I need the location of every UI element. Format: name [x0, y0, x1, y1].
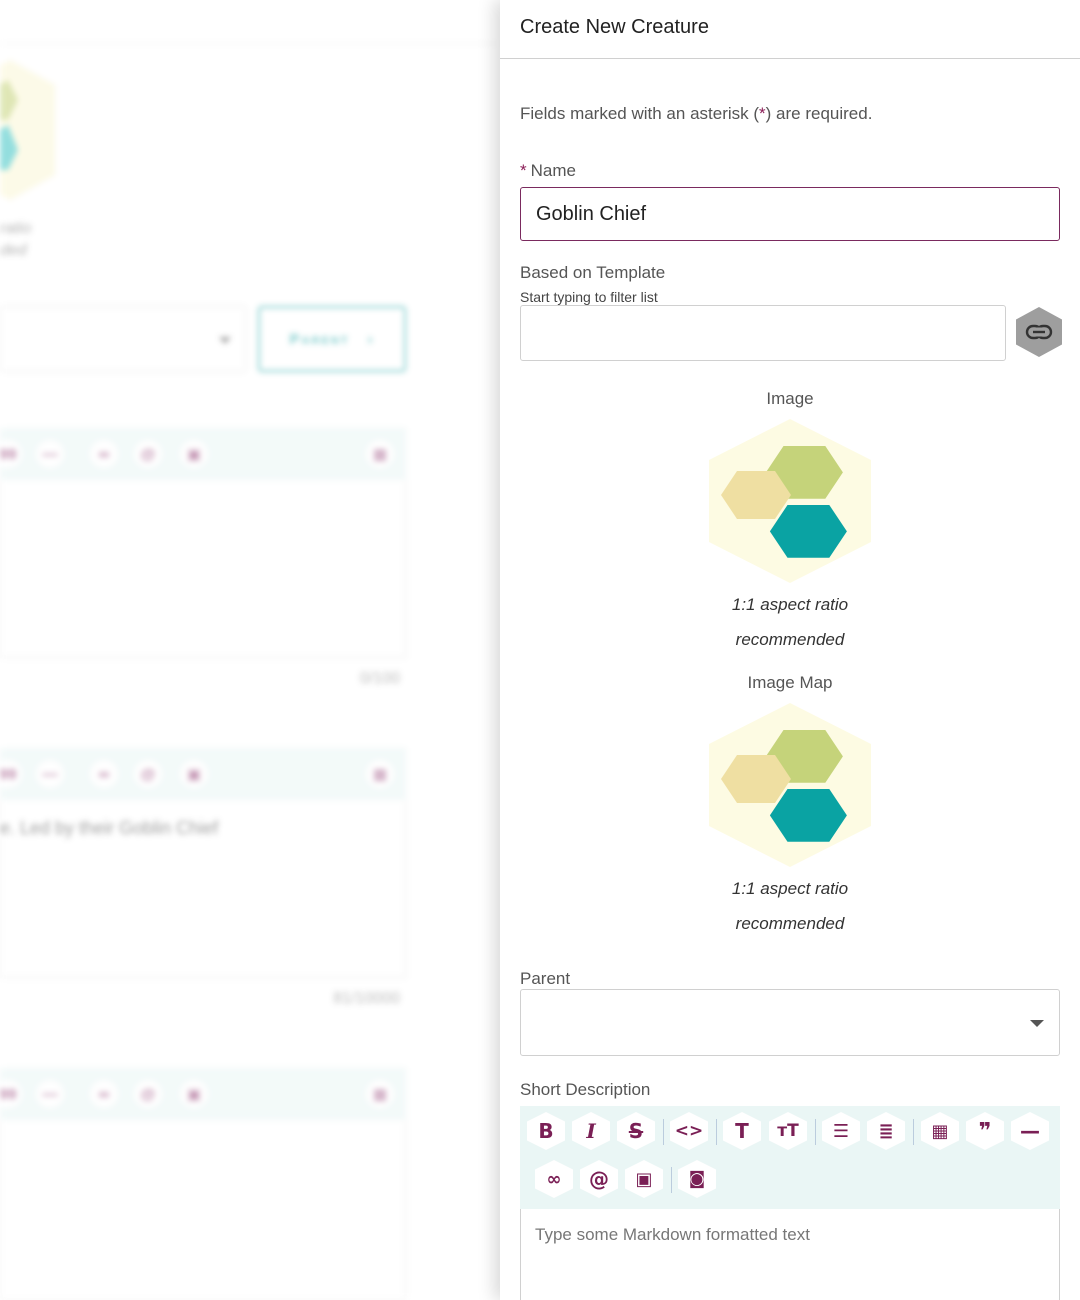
- image-section: Image 1:1 aspect ratio recommended Image…: [520, 389, 1060, 941]
- chevron-right-icon: ›: [367, 330, 375, 348]
- drawer-title: Create New Creature: [520, 16, 709, 38]
- background-textbox-1: [0, 480, 406, 658]
- horizontal-rule-icon[interactable]: —: [1011, 1112, 1049, 1150]
- link-icon[interactable]: ∞: [535, 1160, 573, 1198]
- code-icon[interactable]: <>: [670, 1112, 708, 1150]
- short-description-editor[interactable]: Type some Markdown formatted text: [520, 1209, 1060, 1300]
- image-placeholder[interactable]: [707, 419, 873, 583]
- quote-icon[interactable]: ❞: [966, 1112, 1004, 1150]
- background-image-placeholder: [0, 60, 60, 205]
- background-toolbar-3: 99— ∞ @ ▣ ▦: [0, 1068, 406, 1120]
- background-description-text: e. Led by their Goblin Chief: [0, 818, 219, 838]
- parent-select[interactable]: [520, 989, 1060, 1056]
- image-map-placeholder[interactable]: [707, 703, 873, 867]
- template-row: [520, 305, 1062, 361]
- background-counter-2: 81/10000: [333, 990, 400, 1007]
- numbered-list-icon[interactable]: ≣: [867, 1112, 905, 1150]
- caret-down-icon: [1030, 1020, 1044, 1027]
- background-topbar: [0, 0, 500, 44]
- name-label: * Name: [520, 161, 576, 180]
- background-parent-button: Parent ›: [258, 306, 406, 372]
- text-size-icon[interactable]: ᴛT: [769, 1112, 807, 1150]
- drawer-header: Create New Creature: [500, 0, 1080, 59]
- link-icon[interactable]: [1016, 307, 1062, 357]
- background-textbox-3: [0, 1120, 406, 1300]
- heading-icon[interactable]: T: [723, 1112, 761, 1150]
- preview-icon[interactable]: ◙: [678, 1160, 716, 1198]
- background-counter-1: 0/100: [359, 670, 400, 687]
- name-input[interactable]: [520, 187, 1060, 241]
- drawer-body: Fields marked with an asterisk (*) are r…: [500, 104, 1080, 1300]
- background-page: ratio ded Parent › 99— ∞ @ ▣ ▦ 0/100 99— ∞ @…: [0, 0, 500, 1300]
- background-caption-2: ded: [0, 242, 27, 259]
- image-map-label: Image Map: [747, 673, 833, 692]
- image-aspect-caption-2: recommended: [735, 630, 845, 649]
- bold-icon[interactable]: B: [527, 1112, 565, 1150]
- parent-label: Parent: [520, 969, 571, 988]
- background-toolbar-1: 99— ∞ @ ▣ ▦: [0, 428, 406, 480]
- italic-icon[interactable]: I: [572, 1112, 610, 1150]
- image-icon[interactable]: ▣: [625, 1160, 663, 1198]
- background-textbox-2: [0, 800, 406, 978]
- table-icon[interactable]: ▦: [921, 1112, 959, 1150]
- create-creature-drawer: Create New Creature Fields marked with a…: [500, 0, 1080, 1300]
- template-input[interactable]: [520, 305, 1006, 361]
- required-fields-note: Fields marked with an asterisk (*) are r…: [520, 104, 873, 123]
- background-select: [0, 306, 246, 372]
- short-description-label: Short Description: [520, 1080, 651, 1099]
- image-aspect-caption-1: 1:1 aspect ratio: [731, 595, 849, 614]
- mention-icon[interactable]: @: [580, 1160, 618, 1198]
- bulleted-list-icon[interactable]: ☰: [822, 1112, 860, 1150]
- image-map-aspect-caption-1: 1:1 aspect ratio: [731, 879, 849, 898]
- image-map-aspect-caption-2: recommended: [735, 914, 845, 933]
- markdown-toolbar: B I S <> T ᴛT ☰: [520, 1106, 1060, 1209]
- required-star: *: [520, 161, 527, 180]
- template-hint: Start typing to filter list: [520, 289, 658, 305]
- background-toolbar-2: 99— ∞ @ ▣ ▦: [0, 748, 406, 800]
- image-label: Image: [766, 389, 814, 408]
- background-caption-1: ratio: [0, 220, 32, 237]
- template-label: Based on Template: [520, 263, 666, 282]
- strikethrough-icon[interactable]: S: [617, 1112, 655, 1150]
